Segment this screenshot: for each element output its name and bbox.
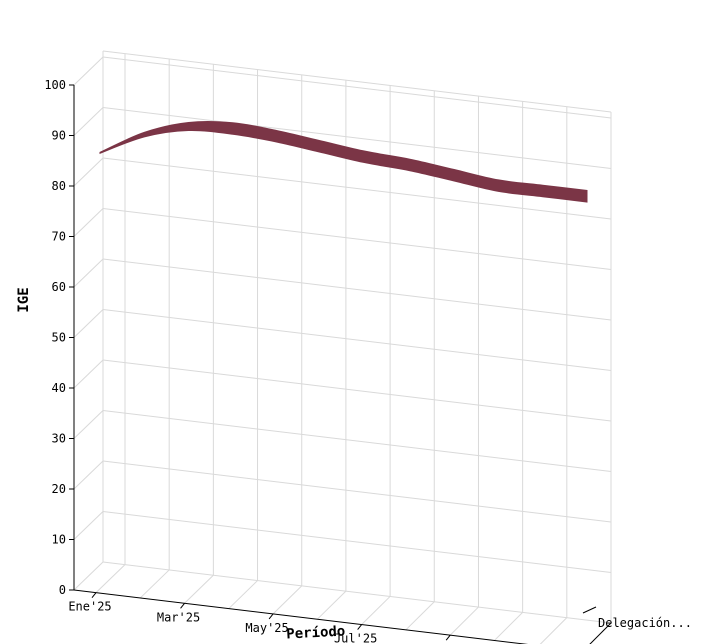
grid-line-depth <box>73 410 104 439</box>
grid-line-depth <box>73 511 104 540</box>
z-axis-line <box>589 622 612 644</box>
y-tick-label: 40 <box>52 381 66 395</box>
x-tick-mark <box>91 592 97 598</box>
grid-line-y <box>102 511 612 573</box>
grid-line-depth <box>73 460 104 490</box>
grid-line-floor <box>494 612 523 641</box>
y-tick-label: 70 <box>52 230 66 244</box>
x-tick-label: Jul'25 <box>334 632 377 644</box>
grid-line-floor <box>405 601 435 631</box>
grid-line-floor <box>184 574 214 604</box>
y-tick-label: 0 <box>59 583 66 597</box>
grid-line-floor <box>361 596 391 625</box>
grid-line-depth <box>73 258 104 288</box>
y-tick-label: 60 <box>52 280 66 294</box>
x-tick-mark <box>445 634 451 641</box>
label-layer: 0 10 20 30 40 50 60 70 80 90 100 Ene'25 Mar'25 May'25… <box>16 78 692 644</box>
grid-line-depth <box>73 208 104 237</box>
grid-line-depth <box>73 157 104 187</box>
grid-line-y <box>102 157 612 220</box>
z-tick-mark <box>582 606 597 614</box>
grid-line-y <box>102 410 612 472</box>
x-axis-line <box>73 589 529 644</box>
grid-line-floor <box>139 569 170 599</box>
grid-line-floor <box>539 617 568 644</box>
series-label: Delegación... <box>598 616 692 630</box>
grid-line-depth <box>73 56 104 86</box>
grid-line-floor <box>317 590 347 620</box>
x-tick-label: May'25 <box>245 621 288 635</box>
grid-line-y <box>102 359 612 422</box>
series-layer <box>99 121 588 203</box>
grid-line-floor <box>228 580 258 609</box>
x-axis-title: Período <box>286 623 346 642</box>
x-tick-mark <box>268 613 274 620</box>
back-wall-top <box>102 50 612 113</box>
y-axis-title: IGE <box>16 287 32 312</box>
x-tick-label: Sep'25 <box>423 642 466 644</box>
x-tick-label: Mar'25 <box>157 610 200 624</box>
grid-line-y <box>102 208 612 270</box>
grid-line-depth <box>73 309 104 338</box>
y-tick-label: 30 <box>52 432 66 446</box>
series-ribbon <box>99 121 588 203</box>
grid-line-y <box>102 107 612 169</box>
x-tick-label: Ene'25 <box>68 600 111 614</box>
x-tick-mark <box>357 624 363 630</box>
grid-line-y <box>102 309 612 371</box>
grid-line-y <box>102 561 612 624</box>
grid-line-y <box>102 460 612 523</box>
y-tick-label: 80 <box>52 179 66 193</box>
x-tick-mark <box>180 602 185 609</box>
y-tick-label: 20 <box>52 482 66 496</box>
y-tick-label: 10 <box>52 533 66 547</box>
y-tick-label: 90 <box>52 129 66 143</box>
y-tick-label: 50 <box>52 331 66 345</box>
grid-layer <box>73 50 612 644</box>
grid-line-floor <box>449 606 479 636</box>
y-tick-label: 100 <box>44 78 66 92</box>
grid-line-depth <box>73 359 104 389</box>
grid-line-y <box>102 56 612 119</box>
axis-layer <box>69 84 612 644</box>
grid-line-y <box>102 258 612 321</box>
grid-line-floor <box>272 585 303 615</box>
grid-line-floor <box>95 564 126 593</box>
grid-line-depth <box>73 107 104 136</box>
grid-line-depth <box>73 561 104 591</box>
